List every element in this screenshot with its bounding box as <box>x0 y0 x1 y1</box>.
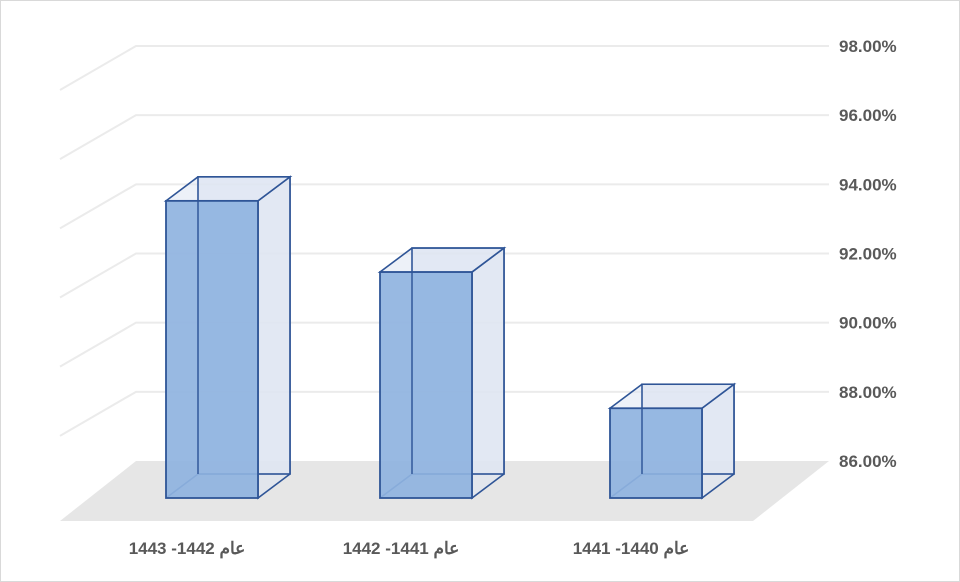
gridline <box>59 45 829 91</box>
y-tick-label: 98.00% <box>839 37 897 56</box>
x-tick-label: عام 1440- 1441 <box>573 539 690 559</box>
gridline <box>59 183 829 230</box>
x-tick-label: عام 1441- 1442 <box>343 539 460 559</box>
y-tick-label: 94.00% <box>839 175 897 194</box>
bar <box>163 175 293 500</box>
x-axis-ticks: عام 1442- 1443 عام 1441- 1442 عام 1440- 14… <box>129 539 690 559</box>
gridline <box>59 252 829 299</box>
bars <box>163 175 737 500</box>
gridline <box>59 321 829 368</box>
gridline <box>59 114 829 161</box>
y-axis-ticks: 98.00% 96.00% 94.00% 92.00% 90.00% 88.00% 86.0… <box>839 37 897 471</box>
y-tick-label: 96.00% <box>839 106 897 125</box>
y-tick-label: 86.00% <box>839 452 897 471</box>
bar <box>377 246 507 500</box>
x-tick-label: عام 1442- 1443 <box>129 539 246 559</box>
gridline <box>59 390 829 437</box>
y-tick-label: 90.00% <box>839 314 897 333</box>
bar <box>607 382 737 500</box>
gridlines <box>59 45 829 437</box>
y-tick-label: 88.00% <box>839 383 897 402</box>
y-tick-label: 92.00% <box>839 245 897 264</box>
